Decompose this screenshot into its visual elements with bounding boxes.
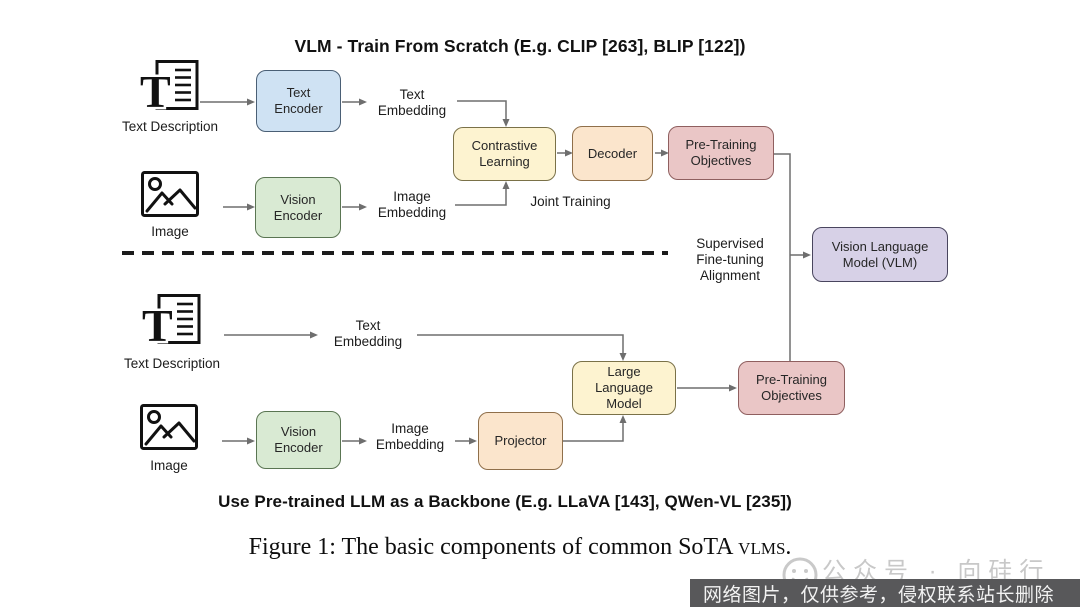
image-embedding-label-bottom: Image Embedding — [375, 421, 445, 452]
pretraining-objectives-box-top: Pre-Training Objectives — [668, 126, 774, 180]
arrow-textembedding-to-llm — [417, 334, 627, 361]
projector-box: Projector — [478, 412, 563, 470]
text-embedding-label-bottom: Text Embedding — [333, 318, 403, 349]
arrow-imageembedding-to-contrastive — [455, 181, 510, 206]
text-document-icon: T — [140, 60, 199, 115]
image-embedding-label-top: Image Embedding — [377, 189, 447, 220]
vision-encoder-box-bottom: Vision Encoder — [256, 411, 341, 469]
caption-smallcaps: vlms — [738, 534, 786, 560]
caption-period: . — [785, 534, 792, 560]
joint-training-label: Joint Training — [530, 194, 611, 209]
image-input-label-bottom: Image — [150, 458, 188, 473]
arrow-projector-to-llm — [563, 415, 627, 442]
supervised-finetuning-label: Supervised Fine-tuning Alignment — [696, 236, 764, 283]
text-embedding-label-top: Text Embedding — [377, 87, 447, 118]
figure-caption: Figure 1: The basic components of common… — [150, 534, 890, 561]
pretraining-objectives-box-bottom: Pre-Training Objectives — [738, 361, 845, 415]
image-icon — [141, 171, 199, 217]
image-notice-bar: 网络图片，仅供参考，侵权联系站长删除 — [690, 579, 1080, 607]
caption-text: Figure 1: The basic components of common… — [248, 534, 739, 560]
svg-text:T: T — [140, 66, 171, 115]
svg-text:T: T — [142, 300, 173, 349]
contrastive-learning-box: Contrastive Learning — [453, 127, 556, 181]
bottom-section-title: Use Pre-trained LLM as a Backbone (E.g. … — [218, 492, 792, 511]
top-section-title: VLM - Train From Scratch (E.g. CLIP [263… — [294, 36, 746, 56]
text-input-label-top: Text Description — [121, 119, 219, 134]
text-document-icon: T — [142, 294, 201, 349]
text-input-label-bottom: Text Description — [123, 356, 221, 371]
text-encoder-box: Text Encoder — [256, 70, 341, 132]
image-input-label-top: Image — [151, 224, 189, 239]
vision-encoder-box-top: Vision Encoder — [255, 177, 341, 238]
arrow-textembedding-to-contrastive — [457, 100, 510, 127]
image-icon — [140, 404, 198, 450]
image-notice-text: 网络图片，仅供参考，侵权联系站长删除 — [703, 584, 1055, 606]
decoder-box: Decoder — [572, 126, 653, 181]
vision-language-model-box: Vision Language Model (VLM) — [812, 227, 948, 282]
large-language-model-box: Large Language Model — [572, 361, 676, 415]
